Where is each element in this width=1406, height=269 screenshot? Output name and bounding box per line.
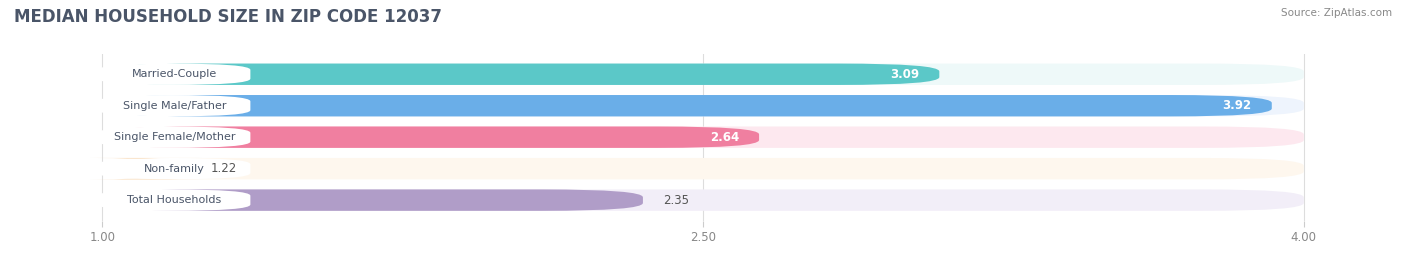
FancyBboxPatch shape [98, 63, 250, 85]
Text: 2.64: 2.64 [710, 131, 740, 144]
FancyBboxPatch shape [98, 189, 250, 211]
Text: 2.35: 2.35 [664, 194, 689, 207]
Text: 1.22: 1.22 [211, 162, 236, 175]
Text: 3.92: 3.92 [1223, 99, 1251, 112]
FancyBboxPatch shape [103, 63, 1303, 85]
Text: Married-Couple: Married-Couple [132, 69, 217, 79]
Text: 3.09: 3.09 [890, 68, 920, 81]
FancyBboxPatch shape [103, 126, 759, 148]
FancyBboxPatch shape [103, 126, 1303, 148]
FancyBboxPatch shape [90, 158, 202, 179]
Text: Single Male/Father: Single Male/Father [122, 101, 226, 111]
FancyBboxPatch shape [103, 158, 1303, 179]
FancyBboxPatch shape [98, 95, 250, 116]
Text: Single Female/Mother: Single Female/Mother [114, 132, 235, 142]
FancyBboxPatch shape [103, 63, 939, 85]
FancyBboxPatch shape [98, 158, 250, 179]
FancyBboxPatch shape [98, 126, 250, 148]
FancyBboxPatch shape [103, 95, 1272, 116]
FancyBboxPatch shape [103, 189, 1303, 211]
Text: Source: ZipAtlas.com: Source: ZipAtlas.com [1281, 8, 1392, 18]
Text: MEDIAN HOUSEHOLD SIZE IN ZIP CODE 12037: MEDIAN HOUSEHOLD SIZE IN ZIP CODE 12037 [14, 8, 441, 26]
FancyBboxPatch shape [103, 95, 1303, 116]
FancyBboxPatch shape [103, 189, 643, 211]
Text: Total Households: Total Households [127, 195, 221, 205]
Text: Non-family: Non-family [143, 164, 205, 174]
